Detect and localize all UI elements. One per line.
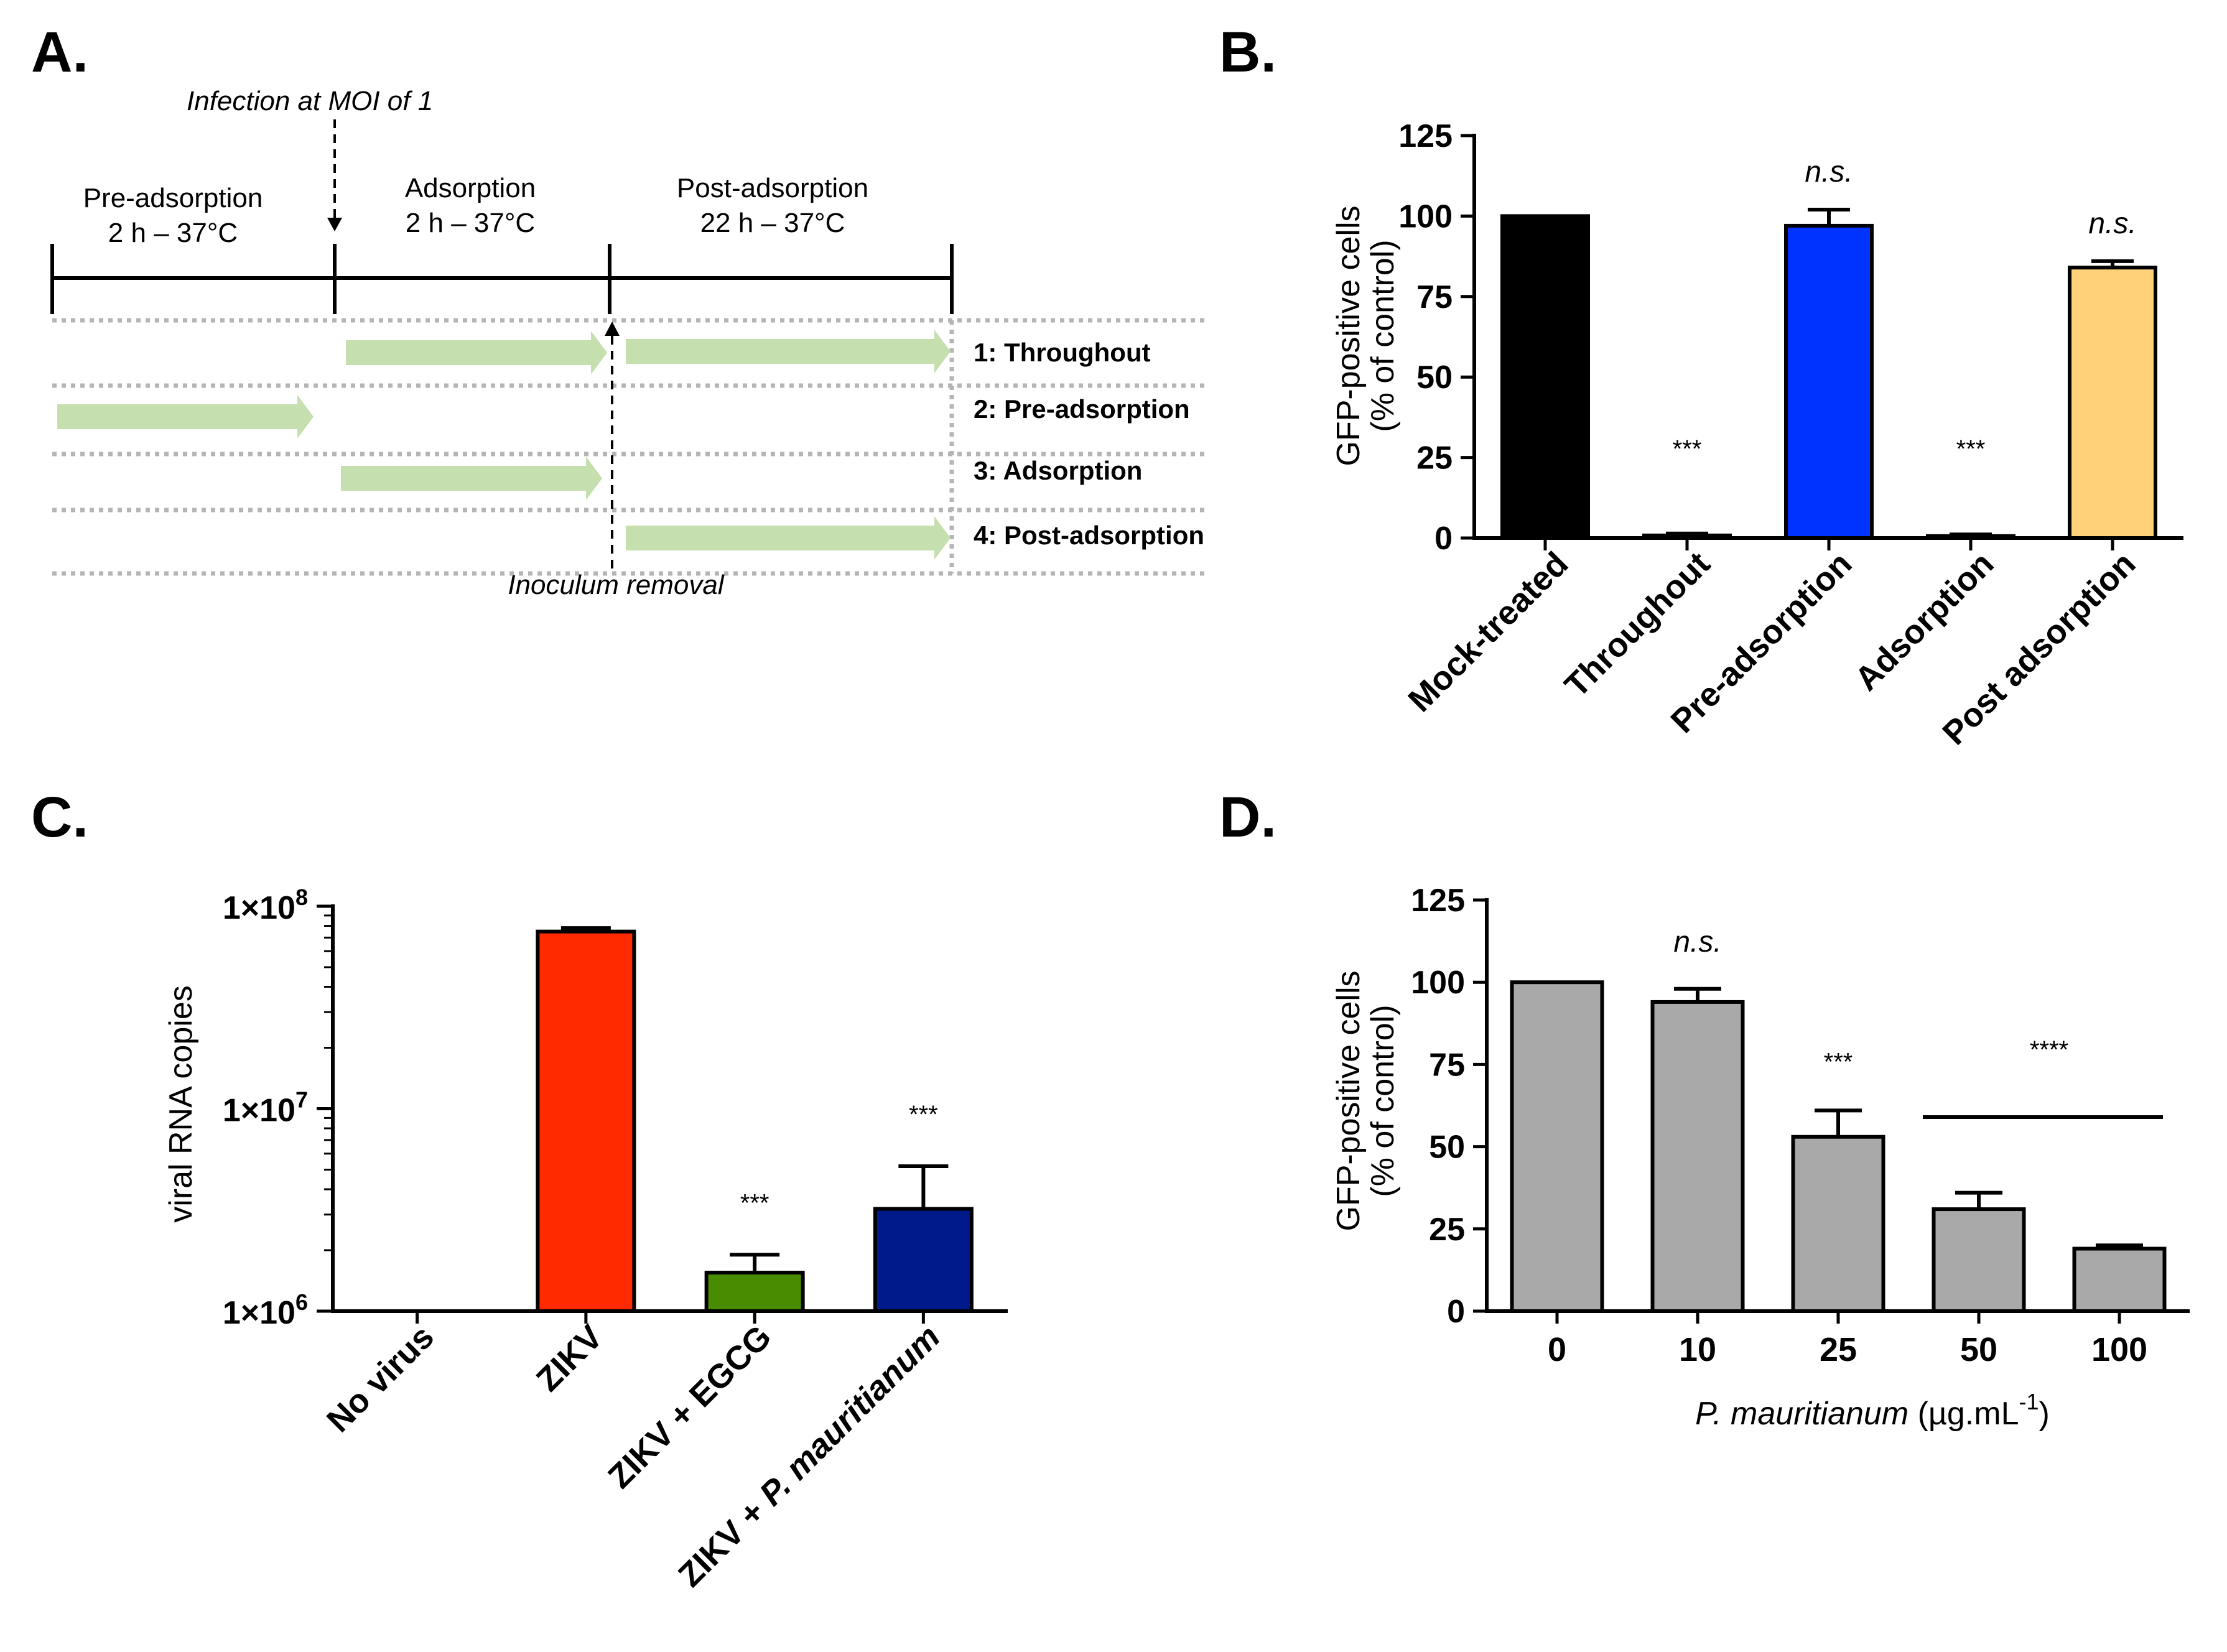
panel-label-b: B.: [1219, 21, 1276, 84]
row-label-pre-adsorption: 2: Pre-adsorption: [974, 394, 1190, 424]
x-tick-label: 25: [1820, 1331, 1857, 1368]
y-tick-exponent: 7: [295, 1087, 308, 1113]
significance-label: ***: [740, 1189, 769, 1217]
significance-label: ***: [1673, 435, 1702, 463]
x-tick-label: ZIKV + EGCG: [601, 1318, 778, 1495]
bar: [1791, 1135, 1885, 1313]
bar: [873, 1207, 974, 1314]
bar: [1926, 534, 2015, 541]
treatment-arrow: [57, 395, 314, 439]
bar: [1932, 1207, 2026, 1314]
x-tick-label-text: ZIKV: [529, 1318, 610, 1398]
bar: [536, 929, 636, 1314]
bar: [2068, 266, 2157, 540]
y-tick-mantissa: 1×10: [223, 1093, 295, 1129]
x-axis-title-close: ): [2039, 1396, 2050, 1432]
y-tick-label: 25: [1416, 440, 1453, 476]
x-tick-label: Adsorption: [1848, 545, 2001, 698]
treatment-arrow: [626, 516, 951, 560]
x-tick-label: 10: [1679, 1331, 1716, 1368]
group-significance-label: ****: [2030, 1036, 2068, 1064]
x-tick-label-text: No virus: [320, 1318, 441, 1439]
y-tick-label: 75: [1416, 279, 1453, 315]
y-tick-exponent: 6: [295, 1289, 308, 1315]
x-tick-label-text: ZIKV + EGCG: [601, 1318, 778, 1495]
row-label-adsorption: 3: Adsorption: [974, 456, 1142, 485]
y-tick-label: 100: [1411, 965, 1465, 1001]
y-axis-title-line1: GFP-positive cells: [1331, 971, 1367, 1232]
significance-label: n.s.: [2088, 207, 2136, 240]
y-tick-mantissa: 1×10: [223, 1295, 295, 1331]
x-tick-label: 100: [2091, 1331, 2147, 1368]
treatment-arrow: [346, 331, 607, 374]
bar: [1650, 1000, 1745, 1313]
phase-time-post: 22 h – 37°C: [700, 208, 845, 238]
y-tick-label: 125: [1411, 883, 1465, 919]
y-tick-exponent: 8: [295, 884, 308, 910]
removal-label: Inoculum removal: [508, 570, 724, 600]
x-tick-label: ZIKV: [529, 1318, 610, 1398]
x-axis-title-superscript: -1: [2019, 1389, 2039, 1414]
row-label-throughout: 1: Throughout: [974, 338, 1151, 367]
y-axis-title: GFP-positive cells (% of control): [1331, 971, 1401, 1232]
y-tick-label: 50: [1429, 1130, 1465, 1166]
phase-name-post: Post-adsorption: [677, 173, 868, 203]
treatment-arrow: [626, 330, 951, 373]
panel-label-d: D.: [1219, 786, 1276, 849]
y-tick-label: 1×107: [223, 1087, 308, 1129]
removal-arrow-head: [605, 322, 620, 336]
bar: [704, 1271, 805, 1313]
y-tick-label: 125: [1398, 118, 1453, 154]
x-tick-label: No virus: [320, 1318, 441, 1439]
y-tick-label: 75: [1429, 1047, 1465, 1083]
y-axis-title-line2: (% of control): [1365, 1005, 1401, 1197]
y-tick-label: 100: [1398, 198, 1453, 234]
chart-b: GFP-positive cells (% of control) 0 25 50 7…: [1331, 118, 2183, 752]
phase-time-adsorption: 2 h – 37°C: [406, 208, 535, 238]
y-tick-label: 0: [1447, 1294, 1465, 1330]
y-tick-label: 50: [1416, 360, 1453, 396]
y-axis-title-line1: GFP-positive cells: [1331, 206, 1367, 466]
panel-label-c: C.: [31, 786, 88, 849]
y-axis-title: GFP-positive cells (% of control): [1331, 206, 1401, 466]
row-label-post-adsorption: 4: Post-adsorption: [974, 521, 1204, 550]
significance-label: ***: [1824, 1048, 1853, 1075]
phase-time-pre: 2 h – 37°C: [108, 218, 238, 248]
infection-label: Infection at MOI of 1: [187, 86, 433, 116]
x-tick-label: 50: [1960, 1331, 1997, 1368]
x-tick-label: Throughout: [1558, 545, 1718, 705]
x-tick-label: Mock-treated: [1401, 545, 1575, 719]
timeline-diagram: Infection at MOI of 1 Pre-adsorption 2 h…: [50, 86, 1207, 600]
bar: [1642, 533, 1732, 540]
infection-arrow-head: [327, 218, 342, 231]
significance-label: n.s.: [1673, 926, 1721, 958]
y-tick-label: 25: [1429, 1212, 1465, 1248]
phase-name-adsorption: Adsorption: [405, 173, 536, 203]
y-tick-label: 1×108: [223, 884, 308, 926]
x-tick-label-species: P. mauritianum: [753, 1318, 947, 1513]
panel-label-a: A.: [31, 21, 88, 84]
significance-label: ***: [909, 1101, 938, 1128]
bar: [2072, 1246, 2167, 1313]
significance-label: n.s.: [1805, 155, 1853, 188]
y-tick-mantissa: 1×10: [223, 890, 295, 926]
x-tick-label: 0: [1548, 1331, 1566, 1368]
bar: [1510, 980, 1604, 1313]
x-tick-label-text: ZIKV +: [671, 1487, 779, 1594]
y-tick-label: 0: [1434, 521, 1453, 557]
x-axis-title-units: (µg.mL: [1909, 1396, 2019, 1432]
significance-label: ***: [1956, 435, 1986, 463]
chart-d: GFP-positive cells (% of control) P. mau…: [1331, 883, 2190, 1432]
bar: [1500, 214, 1590, 540]
x-axis-title: P. mauritianum (µg.mL-1): [1695, 1389, 2050, 1432]
y-axis-title: viral RNA copies: [163, 985, 199, 1222]
y-axis-title-line2: (% of control): [1365, 239, 1401, 432]
treatment-arrow: [341, 457, 602, 500]
bar: [1784, 223, 1874, 540]
x-axis-title-species: P. mauritianum: [1695, 1396, 1909, 1432]
phase-name-pre: Pre-adsorption: [83, 183, 263, 213]
y-tick-label: 1×106: [223, 1289, 308, 1331]
